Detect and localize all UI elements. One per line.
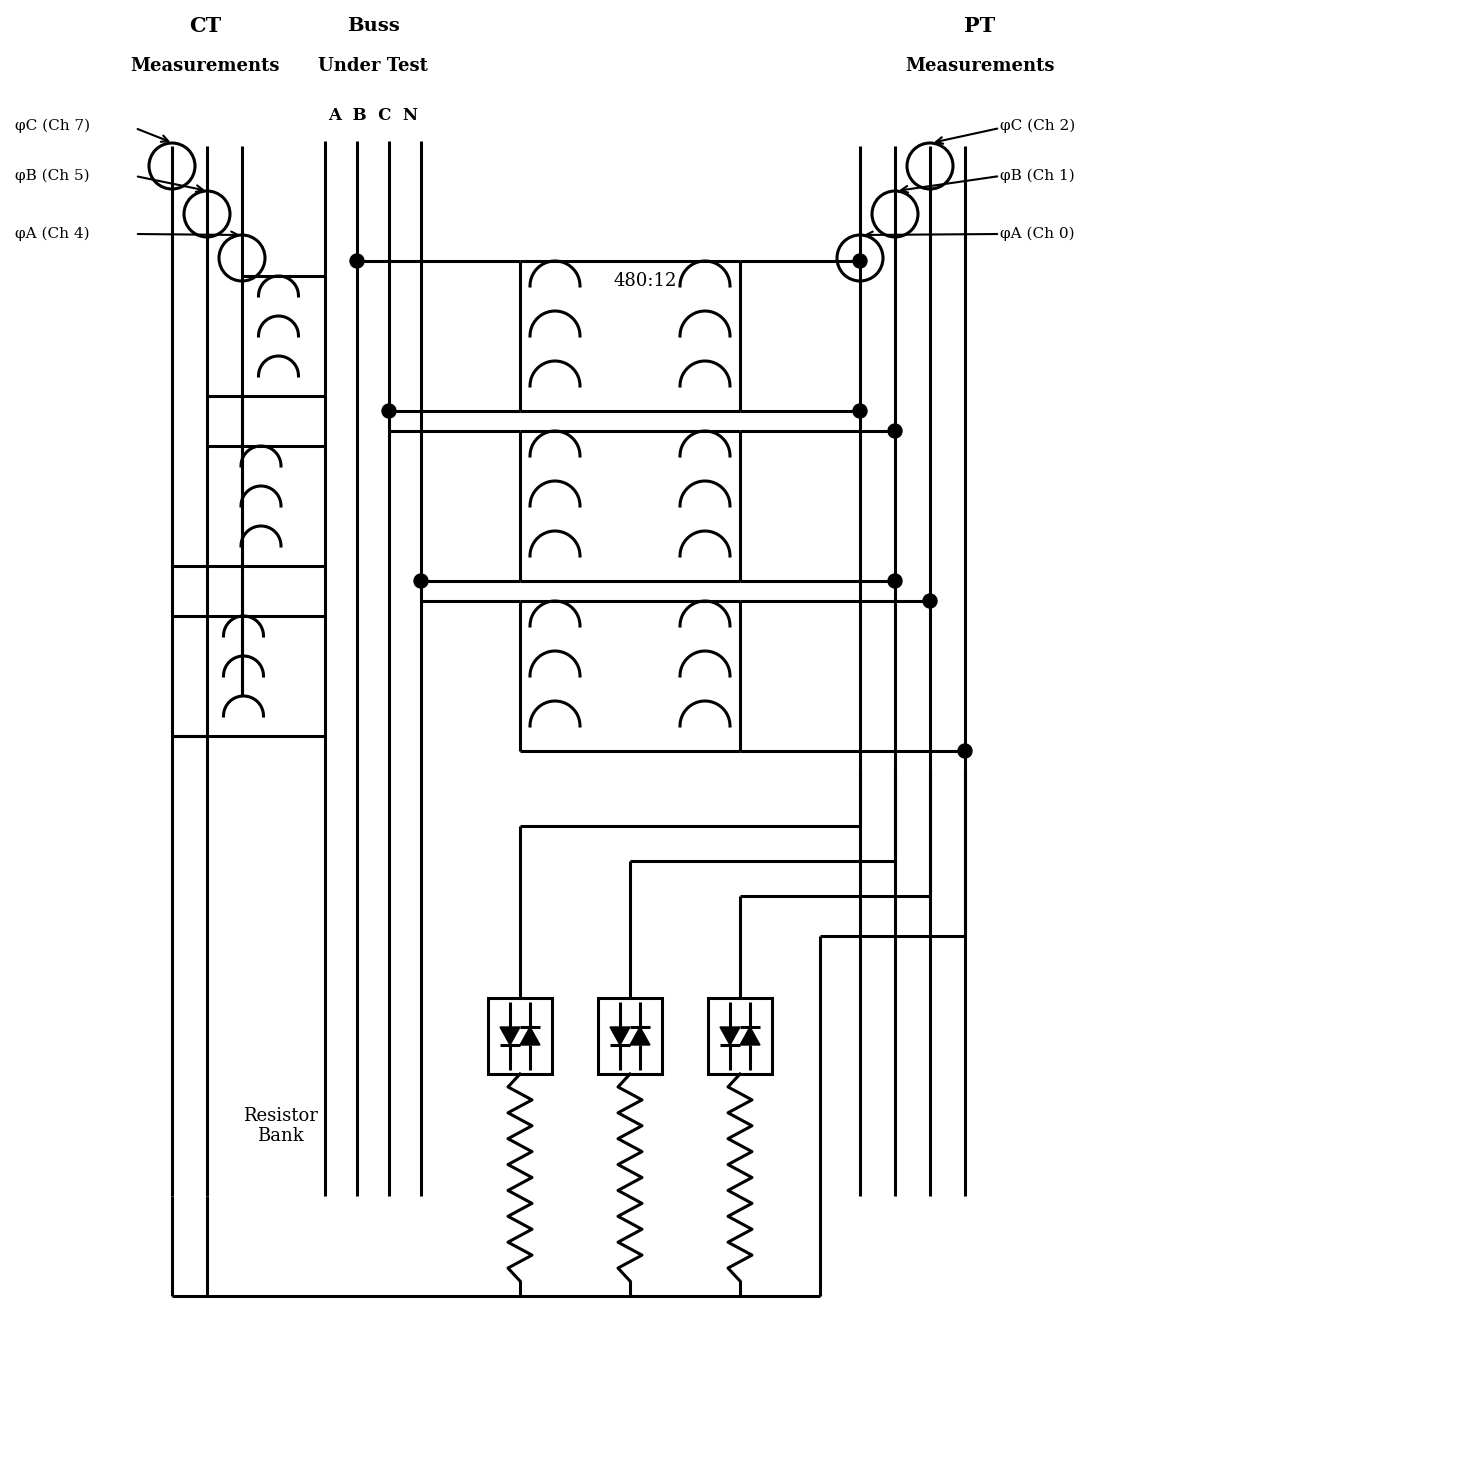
Text: Under Test: Under Test (317, 58, 429, 75)
Polygon shape (500, 1027, 521, 1045)
Circle shape (853, 404, 868, 418)
Text: φC (Ch 2): φC (Ch 2) (1000, 118, 1075, 133)
Circle shape (888, 424, 902, 438)
Circle shape (922, 593, 937, 608)
Text: Measurements: Measurements (905, 58, 1054, 75)
Circle shape (888, 574, 902, 587)
Polygon shape (610, 1027, 630, 1045)
Polygon shape (740, 1027, 759, 1045)
Circle shape (853, 254, 868, 269)
Text: PT: PT (964, 16, 995, 35)
Polygon shape (521, 1027, 540, 1045)
Text: φA (Ch 4): φA (Ch 4) (15, 227, 89, 241)
Polygon shape (721, 1027, 740, 1045)
Text: CT: CT (188, 16, 221, 35)
Text: φB (Ch 1): φB (Ch 1) (1000, 168, 1075, 183)
Bar (598, 998, 661, 1075)
Text: Resistor
Bank: Resistor Bank (243, 1107, 317, 1145)
Circle shape (350, 254, 363, 269)
Text: φA (Ch 0): φA (Ch 0) (1000, 227, 1075, 241)
Bar (488, 998, 552, 1075)
Bar (707, 998, 773, 1075)
Text: φC (Ch 7): φC (Ch 7) (15, 118, 90, 133)
Circle shape (958, 744, 971, 759)
Circle shape (383, 404, 396, 418)
Text: 480:12: 480:12 (614, 272, 676, 289)
Text: φB (Ch 5): φB (Ch 5) (15, 168, 89, 183)
Text: Measurements: Measurements (131, 58, 280, 75)
Polygon shape (630, 1027, 650, 1045)
Text: A  B  C  N: A B C N (328, 108, 418, 124)
Circle shape (414, 574, 429, 587)
Text: Buss: Buss (347, 18, 399, 35)
